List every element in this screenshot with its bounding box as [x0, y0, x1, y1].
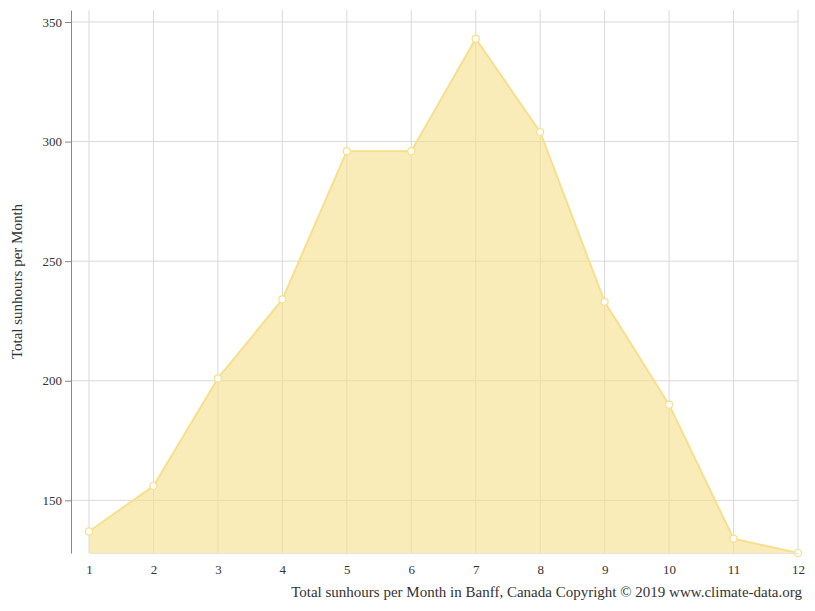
- data-point: [150, 483, 157, 490]
- chart-svg: 150200250300350123456789101112Total sunh…: [0, 0, 815, 611]
- x-tick: 9: [602, 553, 609, 577]
- x-axis-line: [90, 553, 799, 554]
- y-axis: 150 200 250 300 350: [43, 11, 72, 554]
- y-tick: 250: [43, 254, 72, 269]
- y-tick-mark: [65, 22, 71, 23]
- data-point: [86, 528, 93, 535]
- plot-area: [86, 35, 802, 556]
- x-tick: 7: [473, 553, 480, 577]
- y-tick: 350: [43, 15, 72, 30]
- y-tick-mark: [65, 261, 71, 262]
- x-tick-label: 1: [86, 562, 93, 577]
- x-tick: 11: [728, 553, 741, 577]
- x-tick-label: 8: [537, 562, 544, 577]
- x-grid-line: [798, 10, 799, 553]
- data-point: [537, 128, 544, 135]
- x-tick-label: 4: [280, 562, 287, 577]
- chart-container: 150200250300350123456789101112Total sunh…: [0, 0, 815, 611]
- x-tick: 12: [792, 553, 805, 577]
- y-grid-line: [71, 21, 798, 22]
- x-tick: 2: [151, 553, 158, 577]
- x-tick-label: 7: [473, 562, 480, 577]
- y-tick: 300: [43, 134, 72, 149]
- y-tick-mark: [65, 142, 71, 143]
- y-tick-label: 150: [43, 493, 63, 508]
- y-tick: 200: [43, 373, 72, 388]
- x-tick: 6: [409, 553, 416, 577]
- x-tick-label: 6: [409, 562, 416, 577]
- x-axis: 123456789101112: [86, 553, 805, 577]
- x-tick: 10: [663, 553, 676, 577]
- data-point: [472, 35, 479, 42]
- x-tick: 8: [537, 553, 544, 577]
- y-tick-label: 300: [43, 134, 63, 149]
- x-tick-label: 2: [151, 562, 158, 577]
- x-tick: 5: [344, 553, 351, 577]
- y-tick-mark: [65, 381, 71, 382]
- x-grid-line: [89, 10, 90, 553]
- x-tick-label: 10: [663, 562, 676, 577]
- y-axis-title: Total sunhours per Month: [9, 203, 25, 359]
- data-point: [666, 401, 673, 408]
- data-point: [279, 296, 286, 303]
- x-tick-label: 11: [728, 562, 741, 577]
- x-tick: 4: [280, 553, 287, 577]
- x-tick-label: 9: [602, 562, 609, 577]
- y-tick-label: 200: [43, 373, 63, 388]
- data-point: [730, 535, 737, 542]
- data-point: [408, 148, 415, 155]
- x-tick: 3: [215, 553, 222, 577]
- y-tick-label: 350: [43, 15, 63, 30]
- chart-caption: Total sunhours per Month in Banff, Canad…: [291, 584, 802, 600]
- area-line: [89, 39, 798, 553]
- y-tick-label: 250: [43, 254, 63, 269]
- x-tick: 1: [86, 553, 93, 577]
- x-tick-label: 5: [344, 562, 351, 577]
- x-tick-label: 3: [215, 562, 222, 577]
- grid: [71, 10, 798, 553]
- data-point: [343, 148, 350, 155]
- area-fill: [89, 39, 798, 553]
- x-grid-line: [733, 10, 734, 553]
- data-point: [214, 375, 221, 382]
- y-tick: 150: [43, 493, 72, 508]
- y-tick-mark: [65, 500, 71, 501]
- data-point: [601, 298, 608, 305]
- x-grid-line: [153, 10, 154, 553]
- x-tick-label: 12: [792, 562, 805, 577]
- y-axis-line: [71, 11, 72, 554]
